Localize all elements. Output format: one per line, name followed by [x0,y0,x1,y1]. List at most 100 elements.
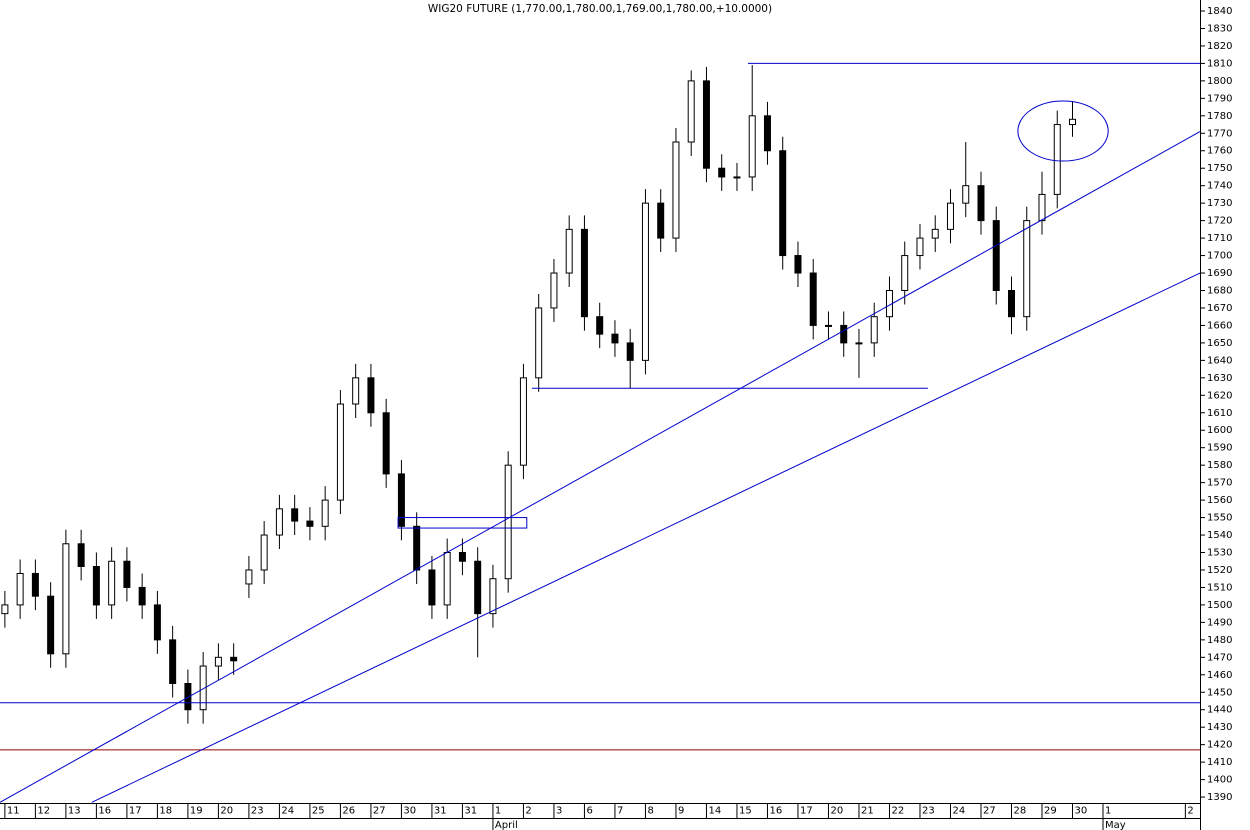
y-tick-label: 1770 [1207,128,1232,139]
x-tick-label: 28 [1013,806,1026,817]
candle-body [763,115,771,152]
y-tick-label: 1540 [1207,530,1232,541]
y-tick-label: 1450 [1207,687,1232,698]
y-tick-label: 1520 [1207,565,1232,576]
y-tick-label: 1810 [1207,58,1232,69]
candle-body [611,333,619,344]
x-tick-label: 3 [556,806,562,817]
y-tick-label: 1500 [1207,600,1232,611]
x-tick-label: 27 [983,806,996,817]
y-tick-label: 1530 [1207,548,1232,559]
x-tick-label: 7 [617,806,623,817]
highlight-ellipse [1017,100,1109,162]
candle-body [336,403,344,501]
x-tick-label: 26 [342,806,355,817]
x-tick-label: 9 [678,806,684,817]
y-tick-label: 1590 [1207,443,1232,454]
candle-body [184,683,192,711]
candle-body [748,115,756,178]
y-tick-label: 1730 [1207,198,1232,209]
candle-body [474,560,482,615]
month-label: April [495,820,518,830]
candle-body [123,560,131,588]
candle-body [260,534,268,571]
candle-body [291,508,299,522]
candle-body [458,552,466,562]
x-tick-label: 17 [129,806,142,817]
x-tick-label: 21 [861,806,874,817]
candle-body [321,499,329,527]
y-tick-label: 1720 [1207,216,1232,227]
candle-body [733,176,741,179]
candle-body [809,272,817,326]
y-tick-label: 1840 [1207,6,1232,17]
candle-body [840,324,848,344]
y-tick-label: 1440 [1207,705,1232,716]
trend-line [91,272,1201,803]
candle-body [16,572,24,606]
candle-body [413,525,421,571]
y-tick-label: 1470 [1207,652,1232,663]
y-tick-label: 1660 [1207,320,1232,331]
candle-body [718,167,726,178]
candle-body [657,202,665,239]
candle-body [535,307,543,379]
candle-body [519,377,527,466]
x-tick-label: 23 [251,806,264,817]
y-tick-label: 1400 [1207,775,1232,786]
candle-body [962,185,970,204]
y-tick-label: 1610 [1207,408,1232,419]
month-label: May [1105,820,1126,830]
candle-body [1068,118,1076,126]
y-tick-label: 1490 [1207,617,1232,628]
x-tick-label: 16 [98,806,111,817]
x-tick-label: 11 [7,806,20,817]
y-tick-label: 1780 [1207,111,1232,122]
candle-body [489,578,497,615]
candle-body [367,377,375,414]
candle-body [992,220,1000,291]
y-tick-label: 1420 [1207,740,1232,751]
x-tick-label: 2 [1187,806,1193,817]
x-tick-label: 20 [830,806,843,817]
y-tick-label: 1480 [1207,635,1232,646]
candle-body [550,272,558,309]
candle-body [504,464,512,580]
y-tick-label: 1750 [1207,163,1232,174]
x-tick-label: 17 [800,806,813,817]
candle-body [169,639,177,685]
candle-body [1023,220,1031,318]
y-tick-label: 1560 [1207,495,1232,506]
x-tick-label: 31 [464,806,477,817]
candle-body [1038,193,1046,222]
candle-body [245,569,253,585]
candle-body [931,228,939,239]
candle-body [153,604,161,641]
y-tick-label: 1740 [1207,181,1232,192]
x-tick-label: 2 [525,806,531,817]
x-tick-label: 19 [190,806,203,817]
highlight-box [397,517,528,529]
candle-body [1007,289,1015,318]
y-tick-label: 1460 [1207,670,1232,681]
candle-body [108,560,116,606]
x-tick-label: 15 [739,806,752,817]
x-tick-label: 24 [952,806,965,817]
candle-body [901,255,909,291]
y-tick-label: 1800 [1207,76,1232,87]
y-tick-label: 1570 [1207,478,1232,489]
y-tick-label: 1830 [1207,23,1232,34]
candle-body [47,595,55,655]
candle-body [824,324,832,327]
candle-body [626,342,634,361]
candle-body [397,473,405,527]
y-tick-label: 1550 [1207,513,1232,524]
candle-body [687,80,695,143]
trend-line [0,131,1201,803]
candle-body [870,316,878,344]
candle-body [946,202,954,230]
x-tick-label: 27 [373,806,386,817]
x-tick-label: 25 [312,806,325,817]
y-tick-label: 1580 [1207,460,1232,471]
